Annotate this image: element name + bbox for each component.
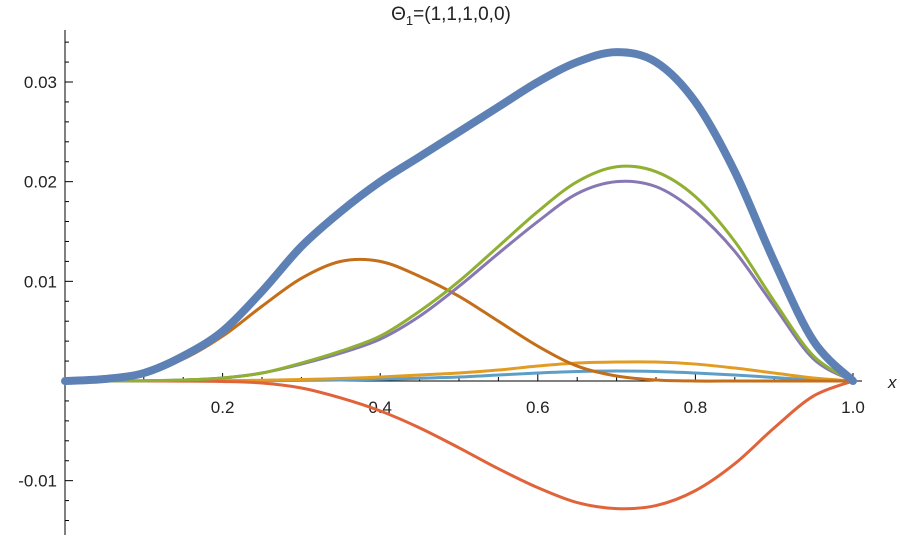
series-line-1 [61,48,857,385]
series-line-4 [63,257,855,383]
series-line-2 [63,164,855,383]
y-tick-label: -0.01 [18,472,57,491]
y-tick-label: 0.02 [24,173,57,192]
x-tick-label: 0.8 [684,398,708,417]
chart-title-subscript: 1 [406,13,413,28]
x-tick-label: 0.6 [526,398,550,417]
chart-title: Θ1=(1,1,1,0,0) [391,4,511,28]
series-line-7 [63,379,855,511]
x-axis-label: x [887,373,897,392]
chart-title-main: Θ [391,4,406,25]
y-tick-label: 0.01 [24,272,57,291]
series-layer [61,48,857,511]
x-tick-label: 1.0 [841,398,865,417]
chart-title-rest: =(1,1,1,0,0) [413,4,511,25]
x-tick-label: 0.2 [211,398,235,417]
ticks: 0.2 0.4 0.6 0.8 1.0-0.010.010.020.03 [18,41,865,522]
y-tick-label: 0.03 [24,73,57,92]
